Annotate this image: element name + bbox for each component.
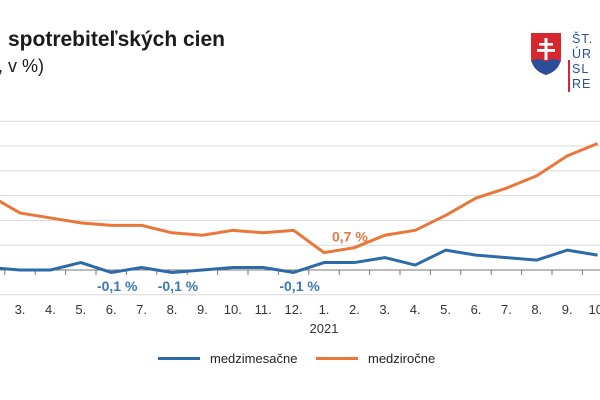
x-tick-label: 4.	[410, 302, 421, 317]
logo-line: SL	[572, 62, 590, 76]
x-tick-label: 11.	[255, 302, 272, 317]
x-tick-label: 9.	[562, 302, 573, 317]
logo-line: ÚR	[572, 47, 593, 61]
legend: medzimesačne medziročne	[0, 351, 600, 371]
x-tick-label: 5.	[75, 302, 86, 317]
legend-item-monthly: medzimesačne	[158, 351, 297, 366]
x-tick-label: 10.	[589, 302, 600, 317]
year-label: 2021	[310, 321, 339, 336]
series-line-annual	[0, 142, 599, 255]
x-tick-label: 5.	[440, 302, 451, 317]
x-tick-label: 10.	[224, 302, 242, 317]
legend-swatch	[158, 357, 200, 360]
x-tick-label: 8.	[531, 302, 542, 317]
legend-swatch	[316, 357, 358, 360]
x-tick-label: 6.	[471, 302, 482, 317]
logo-divider	[568, 60, 570, 92]
x-tick-label: 3.	[15, 302, 26, 317]
data-label: 0,7 %	[332, 229, 368, 245]
x-tick-label: 12.	[285, 302, 303, 317]
legend-label: medziročne	[368, 351, 436, 366]
series-line-monthly	[0, 248, 598, 274]
legend-item-annual: medziročne	[316, 351, 435, 366]
logo-line: RE	[572, 77, 592, 91]
chart-title: spotrebiteľských cien	[8, 28, 226, 51]
data-label: -0,1 %	[97, 278, 138, 294]
logo-text: ŠT. ÚR SL RE	[572, 32, 593, 92]
legend-label: medzimesačne	[210, 351, 298, 366]
x-tick-label: 1.	[319, 302, 330, 317]
logo-line: ŠT.	[572, 32, 594, 46]
chart-subtitle: , v %)	[0, 56, 45, 76]
data-label: -0,1 %	[279, 278, 320, 294]
x-tick-label: 3.	[379, 302, 390, 317]
x-tick-label: 8.	[167, 302, 178, 317]
x-tick-label: 7.	[136, 302, 147, 317]
x-tick-label: 2.	[349, 302, 360, 317]
x-tick-label: 4.	[45, 302, 56, 317]
x-tick-label: 7.	[501, 302, 512, 317]
data-label: -0,1 %	[158, 278, 199, 294]
slovak-coat-of-arms-logo	[531, 33, 561, 75]
x-tick-label: 6.	[106, 302, 117, 317]
x-tick-label: 9.	[197, 302, 208, 317]
